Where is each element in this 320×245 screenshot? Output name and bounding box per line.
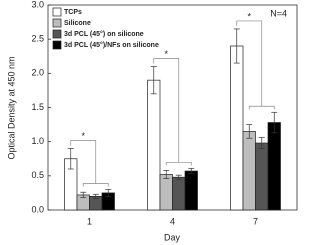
significance-mark: * bbox=[81, 131, 85, 141]
legend-label: 3d PCL (45°) on silicone bbox=[64, 30, 144, 38]
error-bar bbox=[233, 28, 240, 64]
bracket bbox=[153, 58, 180, 163]
significance-mark: * bbox=[164, 49, 168, 59]
y-tick-label: 3.0 bbox=[31, 0, 44, 9]
annotation: N=4 bbox=[270, 8, 287, 18]
bar bbox=[267, 122, 281, 211]
x-tick-label: 1 bbox=[87, 216, 92, 226]
y-tick-label: 2.0 bbox=[31, 68, 44, 78]
bracket bbox=[248, 105, 275, 110]
y-axis-label: Optical Density at 450 nm bbox=[6, 56, 16, 159]
legend-swatch bbox=[52, 7, 62, 17]
bar bbox=[172, 176, 186, 211]
bar bbox=[230, 45, 244, 211]
bar bbox=[147, 79, 161, 211]
bar bbox=[242, 131, 256, 211]
significance-mark: * bbox=[247, 11, 251, 21]
error-bar bbox=[105, 189, 112, 197]
legend-swatch bbox=[52, 29, 62, 39]
legend-label: TCPs bbox=[64, 9, 82, 16]
legend-label: Silicone bbox=[64, 20, 91, 27]
error-bar bbox=[80, 191, 87, 199]
y-tick-label: 1.0 bbox=[31, 136, 44, 146]
error-bar bbox=[175, 174, 182, 180]
y-tick-label: 0.0 bbox=[31, 204, 44, 214]
error-bar bbox=[188, 167, 195, 175]
bracket bbox=[236, 20, 263, 107]
legend-swatch bbox=[52, 40, 62, 50]
x-tick-label: 4 bbox=[170, 216, 175, 226]
legend-label: 3d PCL (45°)/NFs on silicone bbox=[64, 41, 159, 49]
error-bar bbox=[258, 137, 265, 149]
bracket bbox=[165, 161, 192, 166]
error-bar bbox=[92, 193, 99, 199]
error-bar bbox=[271, 111, 278, 134]
bracket bbox=[70, 140, 97, 184]
y-tick-label: 1.5 bbox=[31, 102, 44, 112]
error-bar bbox=[150, 66, 157, 95]
x-axis-label: Day bbox=[164, 232, 181, 242]
error-bar bbox=[163, 170, 170, 179]
bar bbox=[184, 170, 198, 211]
error-bar bbox=[67, 148, 74, 170]
bar bbox=[159, 174, 173, 211]
y-tick-label: 2.5 bbox=[31, 34, 44, 44]
x-tick-label: 7 bbox=[253, 216, 258, 226]
error-bar bbox=[246, 124, 253, 139]
bracket bbox=[82, 183, 109, 187]
legend-swatch bbox=[52, 18, 62, 28]
bar bbox=[255, 142, 269, 211]
y-tick-label: 0.5 bbox=[31, 170, 44, 180]
